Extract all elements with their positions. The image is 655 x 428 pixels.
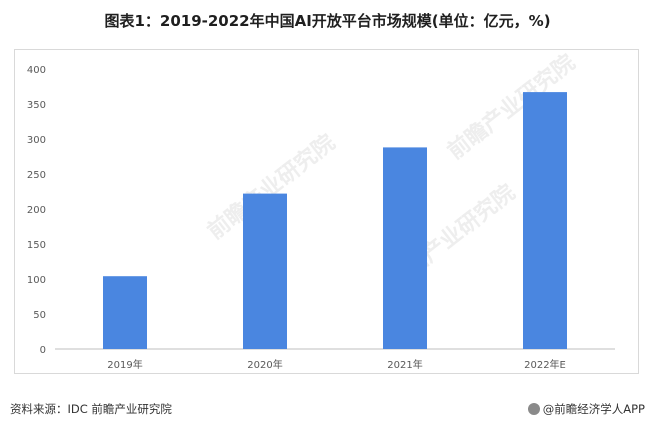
x-tick-label: 2021年 <box>387 358 422 371</box>
brand-logo-icon <box>527 403 540 415</box>
brand-text: @前瞻经济学人APP <box>542 402 645 416</box>
brand-credit: @前瞻经济学人APP <box>527 401 645 417</box>
y-tick-label: 150 <box>27 240 46 251</box>
y-axis: 0 50 100 150 200 250 300 350 400 <box>27 65 46 356</box>
chart-frame <box>14 49 639 374</box>
bar <box>243 193 287 349</box>
y-tick-label: 400 <box>27 65 46 76</box>
x-tick-label: 2019年 <box>107 358 142 371</box>
y-tick-label: 350 <box>27 100 46 111</box>
bar <box>103 276 147 349</box>
bar <box>523 92 567 349</box>
source-note: 资料来源：IDC 前瞻产业研究院 <box>10 402 172 416</box>
bars-group <box>103 92 567 349</box>
y-tick-label: 300 <box>27 135 46 146</box>
chart-title: 图表1：2019-2022年中国AI开放平台市场规模(单位：亿元，%) <box>104 12 551 30</box>
y-tick-label: 250 <box>27 170 46 181</box>
x-tick-label: 2022年E <box>524 358 566 371</box>
x-tick-label: 2020年 <box>247 358 282 371</box>
y-tick-label: 200 <box>27 205 46 216</box>
bar <box>383 147 427 349</box>
y-tick-label: 100 <box>27 275 46 286</box>
y-tick-label: 50 <box>33 310 46 321</box>
x-axis: 2019年 2020年 2021年 2022年E <box>107 358 566 371</box>
y-tick-label: 0 <box>40 345 46 356</box>
